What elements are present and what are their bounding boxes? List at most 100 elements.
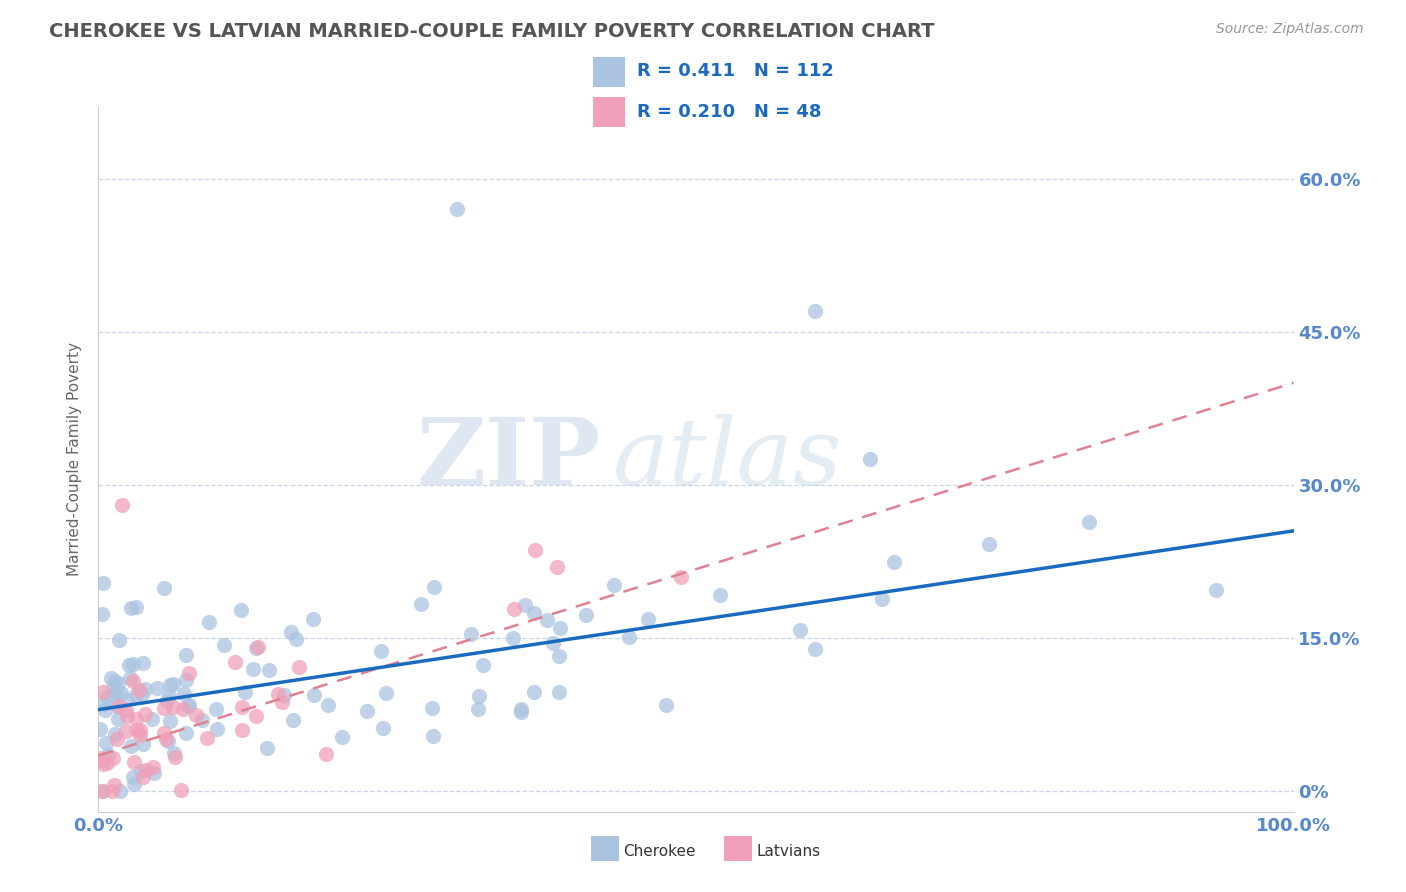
Point bbox=[177, 698, 200, 712]
Point bbox=[115, 709, 138, 723]
Point bbox=[509, 702, 531, 716]
Point bbox=[231, 699, 253, 714]
Point bbox=[510, 705, 533, 719]
Point bbox=[101, 680, 124, 694]
Point bbox=[280, 625, 302, 640]
Point bbox=[172, 702, 194, 716]
Bar bbox=[593, 57, 624, 87]
Text: Latvians: Latvians bbox=[756, 845, 821, 859]
Point bbox=[468, 689, 491, 703]
Point bbox=[224, 655, 246, 669]
Point bbox=[174, 725, 197, 739]
Point bbox=[108, 632, 131, 647]
Point bbox=[157, 689, 180, 703]
Point bbox=[142, 766, 165, 780]
Point bbox=[105, 684, 128, 698]
Point bbox=[548, 649, 571, 664]
Point bbox=[96, 690, 118, 704]
Point bbox=[371, 721, 394, 735]
Point bbox=[162, 699, 184, 714]
Point bbox=[94, 736, 117, 750]
Point bbox=[229, 603, 252, 617]
Point bbox=[125, 712, 148, 726]
Point bbox=[356, 704, 378, 718]
Point bbox=[120, 739, 142, 753]
Point bbox=[177, 665, 200, 680]
Point bbox=[205, 702, 228, 716]
Point bbox=[165, 750, 187, 764]
Point bbox=[122, 776, 145, 790]
Point bbox=[91, 685, 114, 699]
Point bbox=[709, 588, 731, 602]
Point bbox=[128, 728, 150, 742]
Point bbox=[122, 657, 145, 672]
Point bbox=[575, 607, 598, 622]
Point bbox=[502, 631, 524, 645]
Point bbox=[195, 731, 218, 745]
Point bbox=[375, 686, 398, 700]
Point bbox=[141, 712, 163, 726]
Point bbox=[118, 671, 141, 685]
Point bbox=[100, 671, 122, 685]
Point bbox=[446, 202, 468, 216]
Point bbox=[159, 678, 181, 692]
Point bbox=[285, 632, 308, 646]
Point bbox=[124, 755, 146, 769]
Point bbox=[131, 656, 153, 670]
Text: Cherokee: Cherokee bbox=[623, 845, 696, 859]
Point bbox=[145, 681, 167, 695]
Point bbox=[214, 638, 236, 652]
Point bbox=[315, 747, 337, 762]
Point bbox=[101, 688, 124, 702]
Point bbox=[101, 751, 124, 765]
Text: R = 0.411   N = 112: R = 0.411 N = 112 bbox=[637, 62, 834, 80]
Point bbox=[302, 688, 325, 702]
Point bbox=[91, 757, 114, 772]
Y-axis label: Married-Couple Family Poverty: Married-Couple Family Poverty bbox=[67, 343, 83, 576]
Point bbox=[472, 658, 495, 673]
Point bbox=[174, 648, 197, 663]
Point bbox=[256, 741, 278, 756]
Point bbox=[231, 723, 253, 738]
Point bbox=[122, 673, 145, 688]
Point bbox=[235, 685, 257, 699]
Point bbox=[370, 644, 392, 658]
Point bbox=[97, 747, 120, 762]
Point bbox=[197, 615, 219, 629]
Point bbox=[115, 723, 138, 738]
Point bbox=[114, 703, 136, 717]
Point bbox=[1205, 583, 1227, 598]
Point bbox=[523, 606, 546, 620]
Point bbox=[159, 714, 181, 728]
Point bbox=[91, 784, 114, 798]
Point bbox=[107, 699, 129, 714]
Point bbox=[135, 764, 157, 778]
Point bbox=[107, 675, 129, 690]
Point bbox=[503, 602, 526, 616]
Point bbox=[122, 770, 145, 784]
Point bbox=[273, 688, 295, 702]
Point bbox=[115, 693, 138, 707]
Point bbox=[247, 640, 270, 655]
Point bbox=[89, 723, 111, 737]
Text: atlas: atlas bbox=[613, 415, 842, 504]
Point bbox=[422, 729, 444, 743]
Point bbox=[110, 686, 132, 700]
Point bbox=[155, 731, 177, 746]
Point bbox=[789, 624, 811, 638]
Point bbox=[125, 600, 148, 615]
Text: Source: ZipAtlas.com: Source: ZipAtlas.com bbox=[1216, 22, 1364, 37]
Point bbox=[281, 713, 304, 727]
Point bbox=[105, 732, 128, 747]
Point bbox=[409, 598, 432, 612]
Point bbox=[153, 725, 176, 739]
Point bbox=[257, 663, 280, 677]
Point bbox=[546, 560, 568, 574]
Point bbox=[120, 601, 142, 615]
Point bbox=[103, 778, 125, 792]
Point bbox=[131, 687, 153, 701]
Point bbox=[654, 698, 676, 712]
Point bbox=[132, 737, 155, 751]
Point bbox=[205, 722, 228, 736]
Point bbox=[104, 727, 127, 741]
